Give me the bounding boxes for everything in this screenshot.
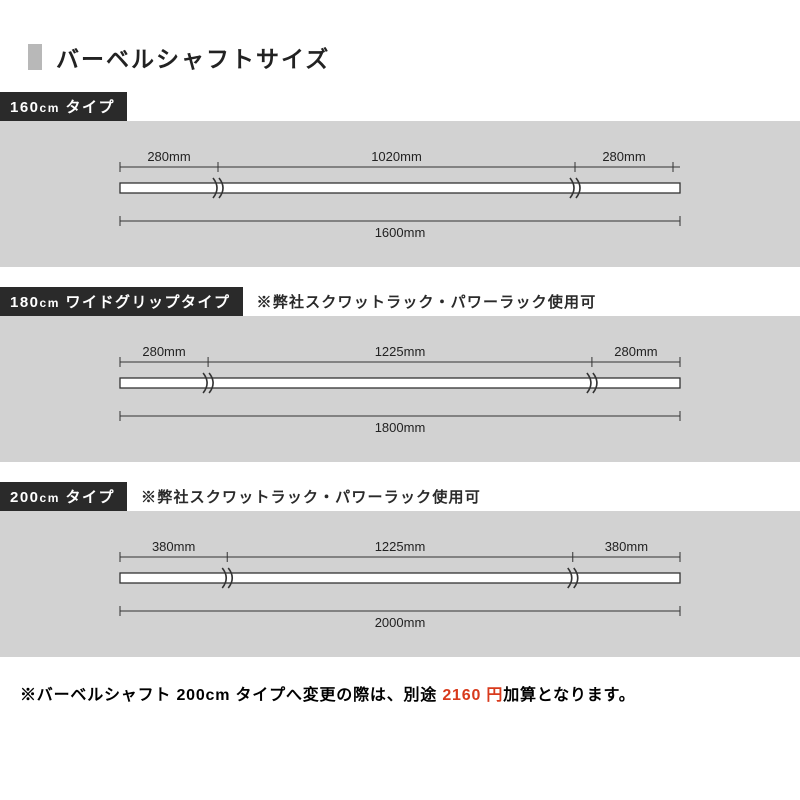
- type-note: ※弊社スクワットラック・パワーラック使用可: [141, 486, 481, 507]
- type-suffix: タイプ: [60, 99, 115, 116]
- footer-prefix: ※バーベルシャフト 200cm タイプへ変更の際は、別途: [20, 687, 442, 704]
- segment-label: 380mm: [605, 539, 648, 554]
- total-label: 1800mm: [375, 420, 426, 435]
- diagram-strip: 280mm 1020mm 280mm 1600mm: [0, 121, 800, 267]
- total-label: 1600mm: [375, 225, 426, 240]
- type-unit: cm: [40, 491, 60, 505]
- type-tag: 180cm ワイドグリップタイプ: [0, 287, 243, 316]
- type-unit: cm: [40, 101, 60, 115]
- type-suffix: タイプ: [60, 489, 115, 506]
- segment-label: 280mm: [142, 344, 185, 359]
- barbell-section: 180cm ワイドグリップタイプ ※弊社スクワットラック・パワーラック使用可 280…: [0, 287, 800, 462]
- type-header: 200cm タイプ ※弊社スクワットラック・パワーラック使用可: [0, 482, 800, 511]
- segment-label: 380mm: [152, 539, 195, 554]
- barbell-section: 160cm タイプ 280mm 1020mm 280mm 1600mm: [0, 92, 800, 267]
- page-title: バーベルシャフトサイズ: [0, 0, 800, 92]
- segment-label: 280mm: [602, 149, 645, 164]
- page-title-text: バーベルシャフトサイズ: [56, 40, 330, 74]
- footer-price: 2160 円: [442, 687, 503, 704]
- type-unit: cm: [40, 296, 60, 310]
- segment-label: 280mm: [147, 149, 190, 164]
- barbell-diagram: 380mm 1225mm 380mm 2000mm: [50, 529, 750, 639]
- type-header: 180cm ワイドグリップタイプ ※弊社スクワットラック・パワーラック使用可: [0, 287, 800, 316]
- title-accent-bar: [28, 44, 42, 70]
- segment-label: 1020mm: [371, 149, 422, 164]
- segment-label: 1225mm: [375, 539, 426, 554]
- type-num: 160: [10, 99, 40, 116]
- footer-suffix: 加算となります。: [503, 687, 635, 704]
- barbell-diagram: 280mm 1225mm 280mm 1800mm: [50, 334, 750, 444]
- type-suffix: ワイドグリップタイプ: [60, 294, 231, 311]
- segment-label: 280mm: [614, 344, 657, 359]
- footer-note: ※バーベルシャフト 200cm タイプへ変更の際は、別途 2160 円加算となり…: [0, 677, 800, 705]
- type-num: 200: [10, 489, 40, 506]
- type-note: ※弊社スクワットラック・パワーラック使用可: [257, 291, 597, 312]
- type-header: 160cm タイプ: [0, 92, 800, 121]
- diagram-strip: 280mm 1225mm 280mm 1800mm: [0, 316, 800, 462]
- barbell-diagram: 280mm 1020mm 280mm 1600mm: [50, 139, 750, 249]
- type-num: 180: [10, 294, 40, 311]
- segment-label: 1225mm: [375, 344, 426, 359]
- type-tag: 160cm タイプ: [0, 92, 127, 121]
- diagram-strip: 380mm 1225mm 380mm 2000mm: [0, 511, 800, 657]
- type-tag: 200cm タイプ: [0, 482, 127, 511]
- barbell-section: 200cm タイプ ※弊社スクワットラック・パワーラック使用可 380mm 1225m…: [0, 482, 800, 657]
- total-label: 2000mm: [375, 615, 426, 630]
